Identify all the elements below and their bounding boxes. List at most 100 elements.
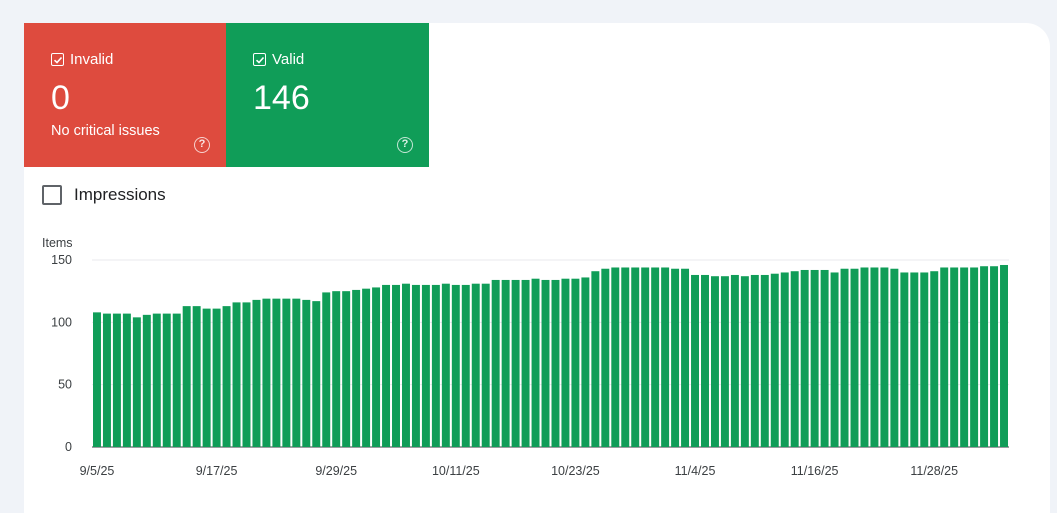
bar[interactable] xyxy=(312,301,321,447)
bar[interactable] xyxy=(491,279,500,447)
bar[interactable] xyxy=(850,268,859,447)
bar[interactable] xyxy=(471,283,480,447)
bar[interactable] xyxy=(611,267,620,447)
bar[interactable] xyxy=(621,267,630,447)
bar[interactable] xyxy=(112,313,121,447)
bar[interactable] xyxy=(870,267,879,447)
impressions-toggle[interactable]: Impressions xyxy=(42,185,166,205)
bar[interactable] xyxy=(162,313,171,447)
bar[interactable] xyxy=(521,279,530,447)
bar[interactable] xyxy=(990,266,999,447)
bar[interactable] xyxy=(631,267,640,447)
bar[interactable] xyxy=(940,267,949,447)
bar[interactable] xyxy=(750,274,759,447)
bar[interactable] xyxy=(880,267,889,447)
bar[interactable] xyxy=(212,308,221,447)
bar[interactable] xyxy=(392,284,400,447)
impressions-checkbox[interactable] xyxy=(42,185,62,205)
bar[interactable] xyxy=(601,268,610,447)
bar[interactable] xyxy=(780,272,789,447)
bar[interactable] xyxy=(740,276,749,447)
bar[interactable] xyxy=(132,317,141,447)
bar[interactable] xyxy=(501,279,510,447)
bar[interactable] xyxy=(461,284,470,447)
bar[interactable] xyxy=(122,313,131,447)
bar[interactable] xyxy=(810,269,819,447)
bar[interactable] xyxy=(142,314,151,447)
invalid-tile[interactable]: Invalid 0 No critical issues ? xyxy=(24,23,226,167)
bar[interactable] xyxy=(571,278,580,447)
bar[interactable] xyxy=(481,283,490,447)
bar[interactable] xyxy=(451,284,460,447)
help-icon[interactable]: ? xyxy=(194,137,210,153)
bar[interactable] xyxy=(342,291,351,447)
bar[interactable] xyxy=(202,308,211,447)
bar[interactable] xyxy=(93,312,101,447)
bar[interactable] xyxy=(411,284,420,447)
bar[interactable] xyxy=(641,267,650,447)
invalid-checkbox-icon[interactable] xyxy=(51,53,64,66)
bar[interactable] xyxy=(322,292,331,447)
bar[interactable] xyxy=(730,274,739,447)
bar[interactable] xyxy=(272,298,281,447)
bar[interactable] xyxy=(1000,264,1008,447)
bar[interactable] xyxy=(441,283,450,447)
bar[interactable] xyxy=(960,267,969,447)
bar[interactable] xyxy=(282,298,291,447)
bar[interactable] xyxy=(262,298,271,447)
bar[interactable] xyxy=(651,267,660,447)
bar[interactable] xyxy=(910,272,919,447)
bar[interactable] xyxy=(681,268,690,447)
bar[interactable] xyxy=(890,268,899,447)
bar[interactable] xyxy=(701,274,709,447)
bar[interactable] xyxy=(860,267,869,447)
bar[interactable] xyxy=(551,279,560,447)
bar[interactable] xyxy=(292,298,301,447)
bar[interactable] xyxy=(950,267,959,447)
bar[interactable] xyxy=(382,284,391,447)
bar[interactable] xyxy=(840,268,849,447)
bar[interactable] xyxy=(820,269,829,447)
bar[interactable] xyxy=(671,268,680,447)
bar[interactable] xyxy=(980,266,989,447)
bar[interactable] xyxy=(372,287,381,447)
bar[interactable] xyxy=(561,278,570,447)
valid-checkbox-icon[interactable] xyxy=(253,53,266,66)
bar[interactable] xyxy=(362,288,371,447)
bar[interactable] xyxy=(710,276,719,447)
bar[interactable] xyxy=(352,289,361,447)
bar[interactable] xyxy=(691,274,700,447)
bar[interactable] xyxy=(332,291,341,447)
bar[interactable] xyxy=(920,272,929,447)
bar[interactable] xyxy=(930,271,939,447)
bar[interactable] xyxy=(900,272,909,447)
valid-tile[interactable]: Valid 146 ? xyxy=(226,23,429,167)
bar[interactable] xyxy=(581,277,590,447)
bar[interactable] xyxy=(102,313,111,447)
bar[interactable] xyxy=(800,269,809,447)
bar[interactable] xyxy=(970,267,979,447)
bar[interactable] xyxy=(182,306,191,447)
bar[interactable] xyxy=(661,267,670,447)
bar[interactable] xyxy=(431,284,440,447)
bar[interactable] xyxy=(252,299,261,447)
bar[interactable] xyxy=(541,279,550,447)
bar[interactable] xyxy=(531,278,540,447)
bar[interactable] xyxy=(511,279,520,447)
bar[interactable] xyxy=(790,271,799,447)
bar[interactable] xyxy=(152,313,161,447)
bar[interactable] xyxy=(222,306,231,447)
bar[interactable] xyxy=(172,313,181,447)
bar[interactable] xyxy=(232,302,241,447)
bar[interactable] xyxy=(720,276,729,447)
bar[interactable] xyxy=(192,306,201,447)
bar[interactable] xyxy=(760,274,769,447)
bar[interactable] xyxy=(401,283,410,447)
bar[interactable] xyxy=(591,271,600,447)
bar[interactable] xyxy=(242,302,251,447)
bar[interactable] xyxy=(770,273,779,447)
bar[interactable] xyxy=(421,284,430,447)
bar[interactable] xyxy=(830,272,839,447)
help-icon[interactable]: ? xyxy=(397,137,413,153)
bar[interactable] xyxy=(302,299,311,447)
